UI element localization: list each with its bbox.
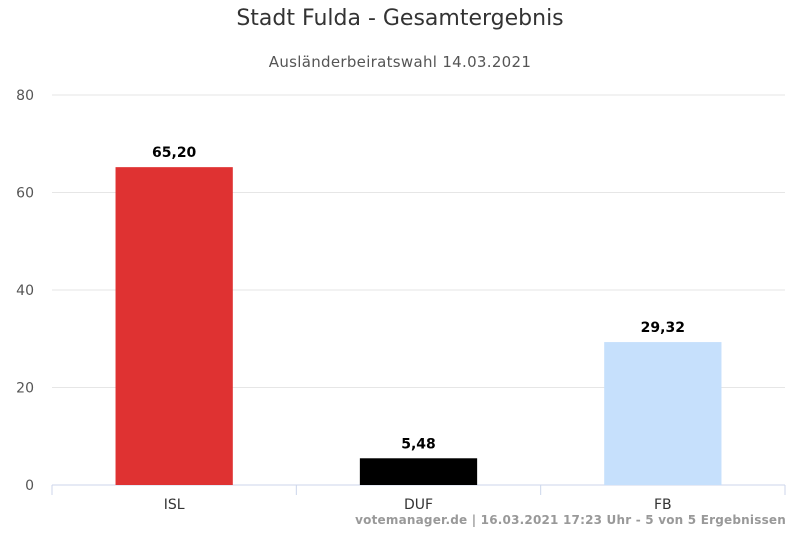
x-tick-label: FB	[654, 497, 672, 513]
data-label: 5,48	[401, 436, 436, 452]
y-tick-label: 80	[16, 88, 34, 104]
chart-title: Stadt Fulda - Gesamtergebnis	[236, 6, 564, 31]
x-tick-label: DUF	[404, 497, 433, 513]
credits[interactable]: votemanager.de | 16.03.2021 17:23 Uhr - …	[355, 513, 786, 527]
y-tick-label: 20	[16, 381, 34, 397]
bar	[359, 458, 478, 485]
y-tick-label: 40	[16, 283, 34, 299]
y-tick-label: 60	[16, 186, 34, 202]
data-label: 65,20	[152, 145, 197, 161]
y-tick-label: 0	[25, 478, 34, 494]
data-label: 29,32	[641, 320, 685, 336]
chart-subtitle: Ausländerbeiratswahl 14.03.2021	[268, 53, 532, 71]
bar	[604, 342, 722, 485]
bar	[115, 167, 233, 485]
x-tick-label: ISL	[164, 497, 185, 513]
